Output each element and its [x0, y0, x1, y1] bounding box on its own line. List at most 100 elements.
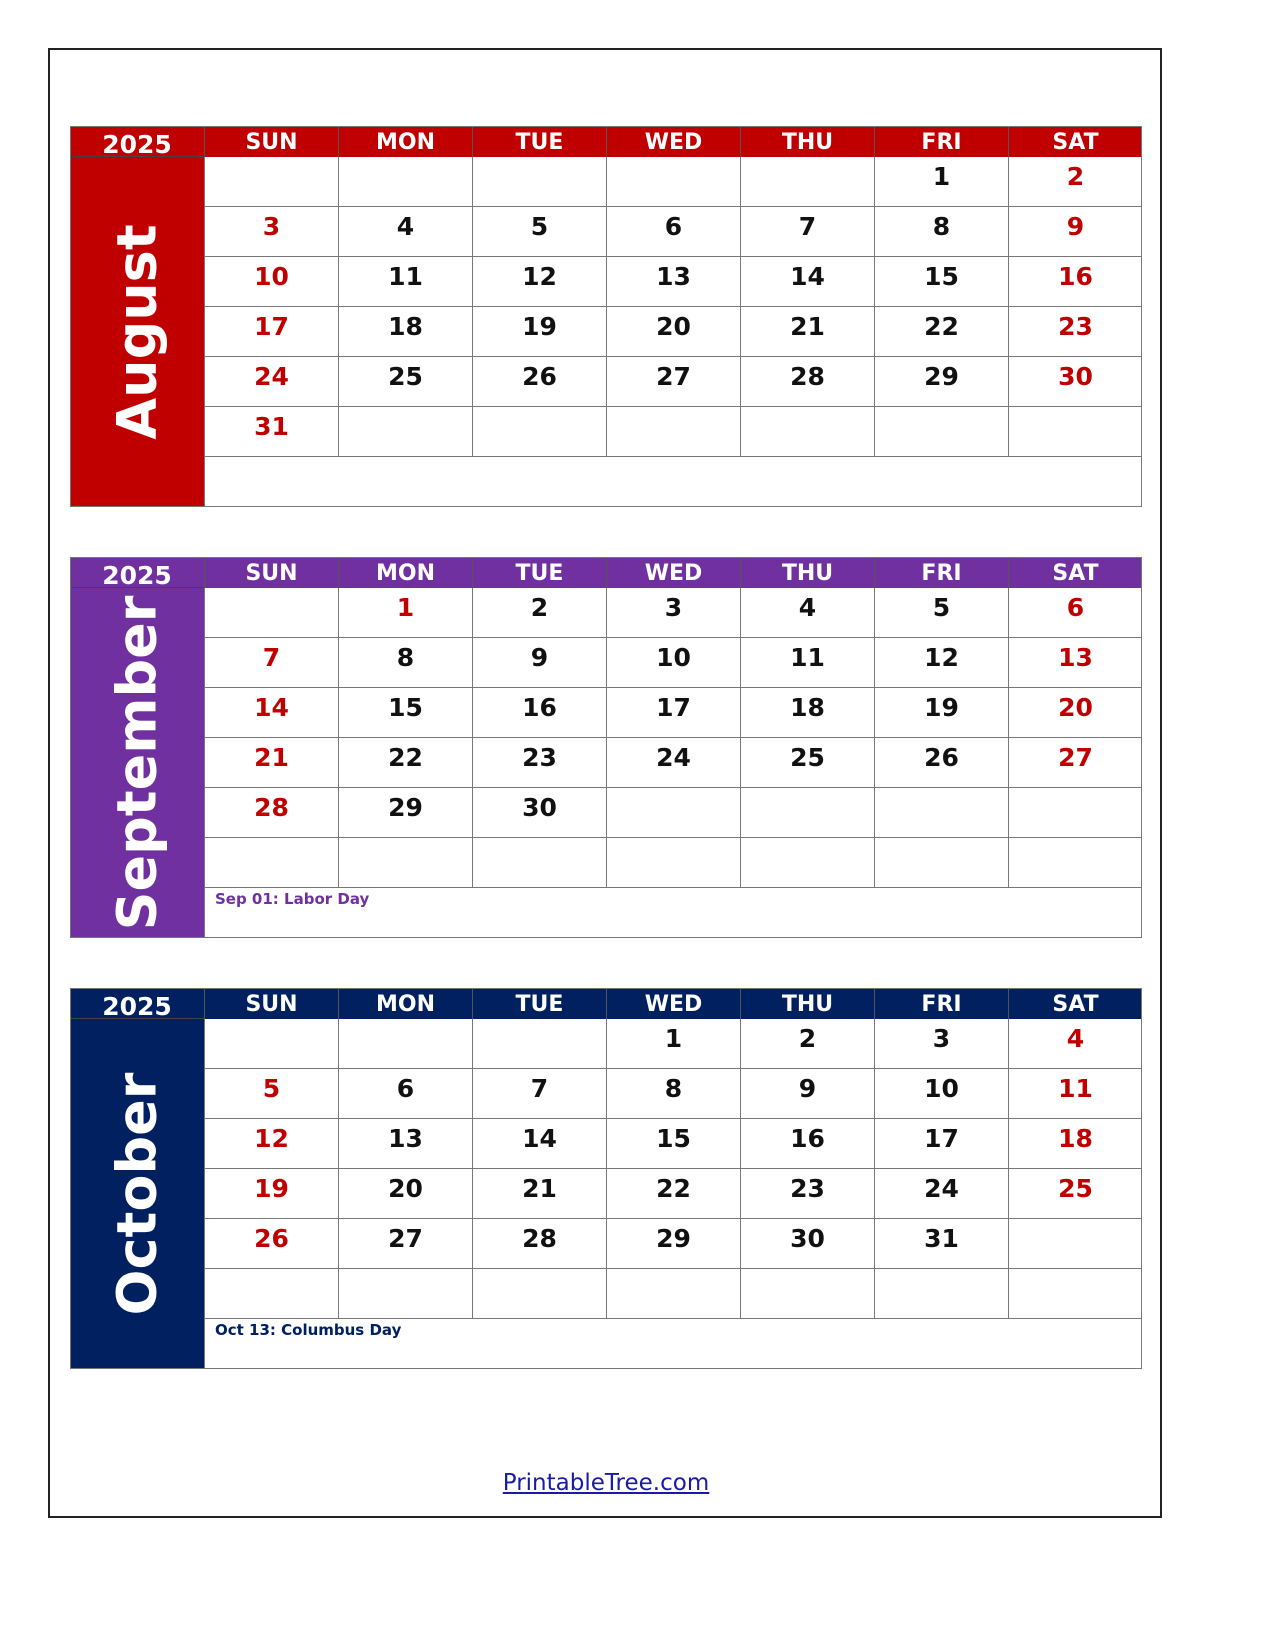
day-cell[interactable]: 24	[874, 1169, 1008, 1219]
day-cell[interactable]	[1008, 788, 1142, 838]
day-cell[interactable]	[472, 1019, 606, 1069]
day-cell[interactable]: 23	[472, 738, 606, 788]
day-cell[interactable]: 31	[874, 1219, 1008, 1269]
day-cell[interactable]: 4	[1008, 1019, 1142, 1069]
day-cell[interactable]: 22	[874, 307, 1008, 357]
day-cell[interactable]: 23	[1008, 307, 1142, 357]
day-cell[interactable]: 28	[740, 357, 874, 407]
day-cell[interactable]: 3	[606, 588, 740, 638]
day-cell[interactable]: 18	[338, 307, 472, 357]
day-cell[interactable]	[472, 407, 606, 457]
day-cell[interactable]: 2	[740, 1019, 874, 1069]
day-cell[interactable]	[204, 838, 338, 888]
day-cell[interactable]: 11	[338, 257, 472, 307]
day-cell[interactable]: 27	[338, 1219, 472, 1269]
day-cell[interactable]: 26	[874, 738, 1008, 788]
day-cell[interactable]	[204, 588, 338, 638]
day-cell[interactable]: 29	[606, 1219, 740, 1269]
day-cell[interactable]: 20	[338, 1169, 472, 1219]
day-cell[interactable]: 14	[472, 1119, 606, 1169]
day-cell[interactable]	[874, 407, 1008, 457]
day-cell[interactable]	[606, 157, 740, 207]
day-cell[interactable]	[606, 407, 740, 457]
day-cell[interactable]: 26	[472, 357, 606, 407]
day-cell[interactable]: 30	[472, 788, 606, 838]
day-cell[interactable]	[874, 838, 1008, 888]
day-cell[interactable]: 15	[606, 1119, 740, 1169]
day-cell[interactable]: 18	[740, 688, 874, 738]
day-cell[interactable]	[1008, 838, 1142, 888]
day-cell[interactable]: 15	[874, 257, 1008, 307]
day-cell[interactable]: 9	[1008, 207, 1142, 257]
day-cell[interactable]	[740, 157, 874, 207]
day-cell[interactable]: 30	[1008, 357, 1142, 407]
day-cell[interactable]: 3	[204, 207, 338, 257]
day-cell[interactable]: 13	[606, 257, 740, 307]
day-cell[interactable]: 10	[606, 638, 740, 688]
day-cell[interactable]: 7	[472, 1069, 606, 1119]
day-cell[interactable]: 25	[1008, 1169, 1142, 1219]
day-cell[interactable]: 23	[740, 1169, 874, 1219]
day-cell[interactable]: 13	[1008, 638, 1142, 688]
day-cell[interactable]: 1	[606, 1019, 740, 1069]
day-cell[interactable]: 26	[204, 1219, 338, 1269]
day-cell[interactable]: 28	[204, 788, 338, 838]
day-cell[interactable]	[1008, 407, 1142, 457]
day-cell[interactable]	[204, 1019, 338, 1069]
day-cell[interactable]: 22	[606, 1169, 740, 1219]
day-cell[interactable]	[606, 838, 740, 888]
day-cell[interactable]	[472, 157, 606, 207]
day-cell[interactable]: 21	[204, 738, 338, 788]
day-cell[interactable]: 5	[204, 1069, 338, 1119]
day-cell[interactable]: 25	[740, 738, 874, 788]
day-cell[interactable]	[740, 838, 874, 888]
day-cell[interactable]: 6	[606, 207, 740, 257]
day-cell[interactable]: 2	[1008, 157, 1142, 207]
day-cell[interactable]: 18	[1008, 1119, 1142, 1169]
day-cell[interactable]: 22	[338, 738, 472, 788]
day-cell[interactable]: 6	[1008, 588, 1142, 638]
day-cell[interactable]: 21	[740, 307, 874, 357]
day-cell[interactable]: 17	[204, 307, 338, 357]
day-cell[interactable]: 19	[874, 688, 1008, 738]
day-cell[interactable]: 12	[874, 638, 1008, 688]
day-cell[interactable]: 31	[204, 407, 338, 457]
day-cell[interactable]: 30	[740, 1219, 874, 1269]
day-cell[interactable]: 4	[740, 588, 874, 638]
day-cell[interactable]	[606, 788, 740, 838]
day-cell[interactable]	[338, 157, 472, 207]
day-cell[interactable]: 27	[606, 357, 740, 407]
day-cell[interactable]	[874, 1269, 1008, 1319]
day-cell[interactable]: 19	[204, 1169, 338, 1219]
day-cell[interactable]: 24	[606, 738, 740, 788]
day-cell[interactable]	[472, 1269, 606, 1319]
day-cell[interactable]	[1008, 1219, 1142, 1269]
day-cell[interactable]	[740, 788, 874, 838]
day-cell[interactable]	[740, 1269, 874, 1319]
day-cell[interactable]: 19	[472, 307, 606, 357]
day-cell[interactable]: 15	[338, 688, 472, 738]
day-cell[interactable]: 25	[338, 357, 472, 407]
day-cell[interactable]: 1	[338, 588, 472, 638]
day-cell[interactable]: 3	[874, 1019, 1008, 1069]
day-cell[interactable]: 11	[740, 638, 874, 688]
day-cell[interactable]	[204, 157, 338, 207]
day-cell[interactable]	[606, 1269, 740, 1319]
day-cell[interactable]: 21	[472, 1169, 606, 1219]
day-cell[interactable]: 9	[740, 1069, 874, 1119]
day-cell[interactable]: 6	[338, 1069, 472, 1119]
day-cell[interactable]: 9	[472, 638, 606, 688]
day-cell[interactable]: 10	[874, 1069, 1008, 1119]
day-cell[interactable]: 20	[1008, 688, 1142, 738]
day-cell[interactable]: 12	[472, 257, 606, 307]
day-cell[interactable]: 12	[204, 1119, 338, 1169]
day-cell[interactable]: 8	[606, 1069, 740, 1119]
day-cell[interactable]: 4	[338, 207, 472, 257]
day-cell[interactable]: 14	[740, 257, 874, 307]
day-cell[interactable]	[1008, 1269, 1142, 1319]
day-cell[interactable]: 17	[874, 1119, 1008, 1169]
day-cell[interactable]: 1	[874, 157, 1008, 207]
day-cell[interactable]: 14	[204, 688, 338, 738]
footer-link[interactable]: PrintableTree.com	[502, 1470, 710, 1496]
day-cell[interactable]	[874, 788, 1008, 838]
